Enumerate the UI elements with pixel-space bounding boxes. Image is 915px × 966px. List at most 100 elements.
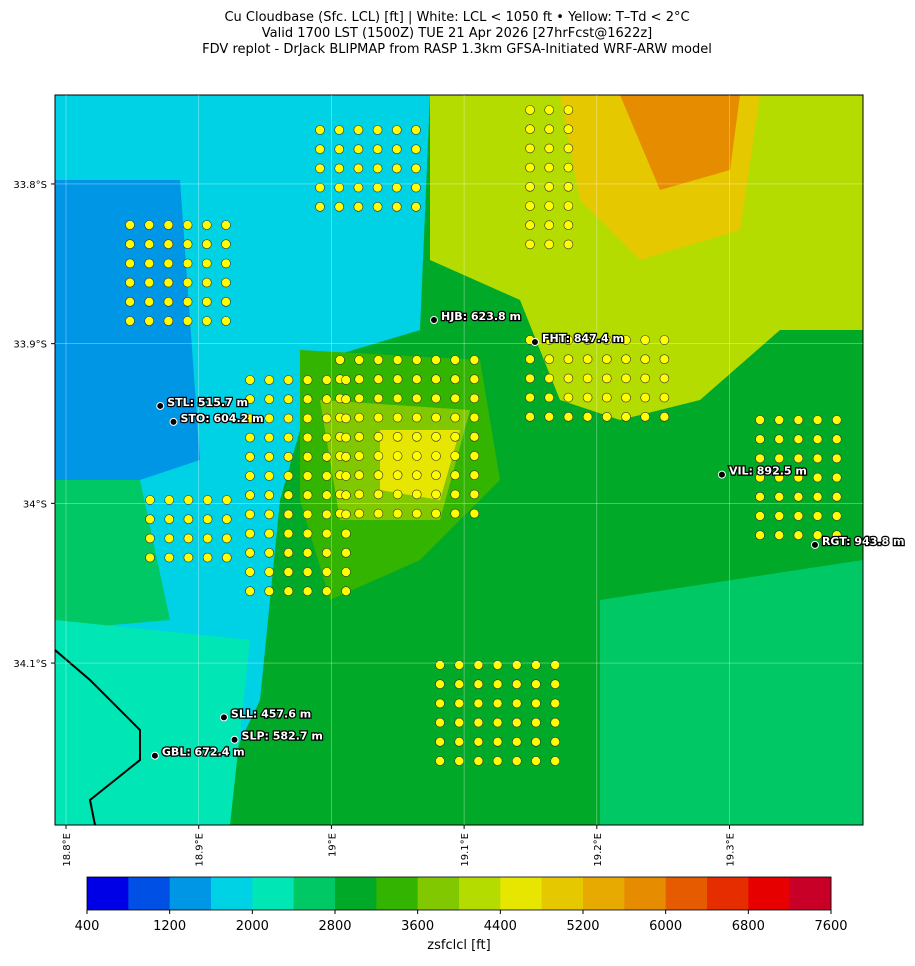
marker (431, 470, 441, 481)
marker (793, 472, 804, 483)
marker (315, 125, 325, 135)
marker (755, 491, 765, 502)
marker (473, 660, 484, 670)
marker (202, 533, 213, 544)
marker (183, 533, 194, 544)
marker (283, 586, 294, 597)
marker (125, 258, 135, 269)
marker (392, 470, 403, 481)
marker (334, 125, 345, 135)
marker (221, 239, 231, 249)
marker (793, 415, 804, 425)
marker (302, 471, 313, 481)
marker (341, 413, 351, 424)
marker (182, 239, 193, 249)
marker (164, 514, 174, 525)
marker (831, 472, 842, 483)
station-label: RGT: 943.8 m (822, 535, 905, 548)
marker (302, 567, 313, 577)
marker (164, 552, 174, 563)
marker (302, 528, 313, 539)
marker (550, 736, 561, 747)
marker (125, 296, 135, 307)
marker (182, 316, 193, 326)
marker (283, 394, 294, 405)
marker (582, 335, 593, 345)
marker (755, 511, 765, 521)
station (810, 540, 819, 549)
marker (245, 586, 255, 597)
marker (302, 586, 313, 597)
marker (164, 495, 174, 505)
marker (544, 220, 555, 230)
colorbar-tick-label: 2000 (236, 919, 269, 934)
y-tick-label: 34°S (23, 499, 47, 510)
station-label: STO: 604.2 m (180, 412, 263, 425)
marker (550, 756, 561, 766)
marker (563, 201, 574, 211)
marker (831, 415, 842, 425)
station (230, 735, 239, 744)
marker (334, 144, 345, 154)
marker (411, 182, 421, 193)
marker (469, 412, 480, 423)
marker (755, 415, 765, 425)
marker (283, 375, 294, 385)
marker (563, 392, 574, 403)
marker (354, 355, 365, 365)
marker (431, 489, 441, 500)
marker (264, 586, 275, 597)
marker (531, 679, 541, 690)
marker (202, 277, 212, 288)
marker (321, 375, 332, 385)
marker (321, 471, 332, 481)
marker (563, 124, 574, 134)
marker (264, 490, 275, 501)
marker (372, 163, 383, 174)
marker (145, 552, 155, 563)
marker (245, 432, 255, 443)
marker (544, 201, 555, 211)
marker (373, 374, 384, 385)
marker (321, 567, 332, 577)
marker (353, 163, 364, 174)
colorbar-segment (211, 877, 253, 910)
marker (183, 514, 194, 525)
marker (202, 552, 213, 563)
marker (431, 412, 441, 423)
title: Valid 1700 LST (1500Z) TUE 21 Apr 2026 [… (262, 26, 653, 41)
marker (544, 392, 555, 403)
marker (621, 373, 631, 384)
marker (221, 316, 231, 326)
marker (621, 392, 631, 403)
marker (544, 335, 555, 345)
marker (659, 392, 670, 403)
marker (563, 182, 574, 192)
marker (354, 451, 365, 461)
marker (373, 412, 384, 423)
colorbar-segment (376, 877, 419, 910)
marker (525, 124, 535, 134)
marker (525, 392, 535, 403)
colorbar-segment (293, 877, 336, 910)
marker (640, 392, 651, 403)
marker (222, 533, 232, 544)
marker (755, 453, 765, 464)
marker (435, 679, 445, 690)
marker (774, 491, 785, 502)
marker (411, 125, 421, 135)
marker (831, 491, 842, 502)
marker (812, 491, 823, 502)
marker (221, 277, 231, 288)
marker (411, 451, 422, 461)
marker (525, 182, 535, 192)
marker (341, 586, 351, 597)
colorbar-tick-label: 6800 (732, 919, 765, 934)
marker (601, 411, 612, 422)
marker (354, 470, 365, 481)
colorbar-frame (86, 876, 832, 911)
marker (435, 756, 445, 766)
station (156, 401, 165, 410)
x-tick-label: 18.8°E (62, 833, 73, 867)
marker (411, 163, 421, 174)
